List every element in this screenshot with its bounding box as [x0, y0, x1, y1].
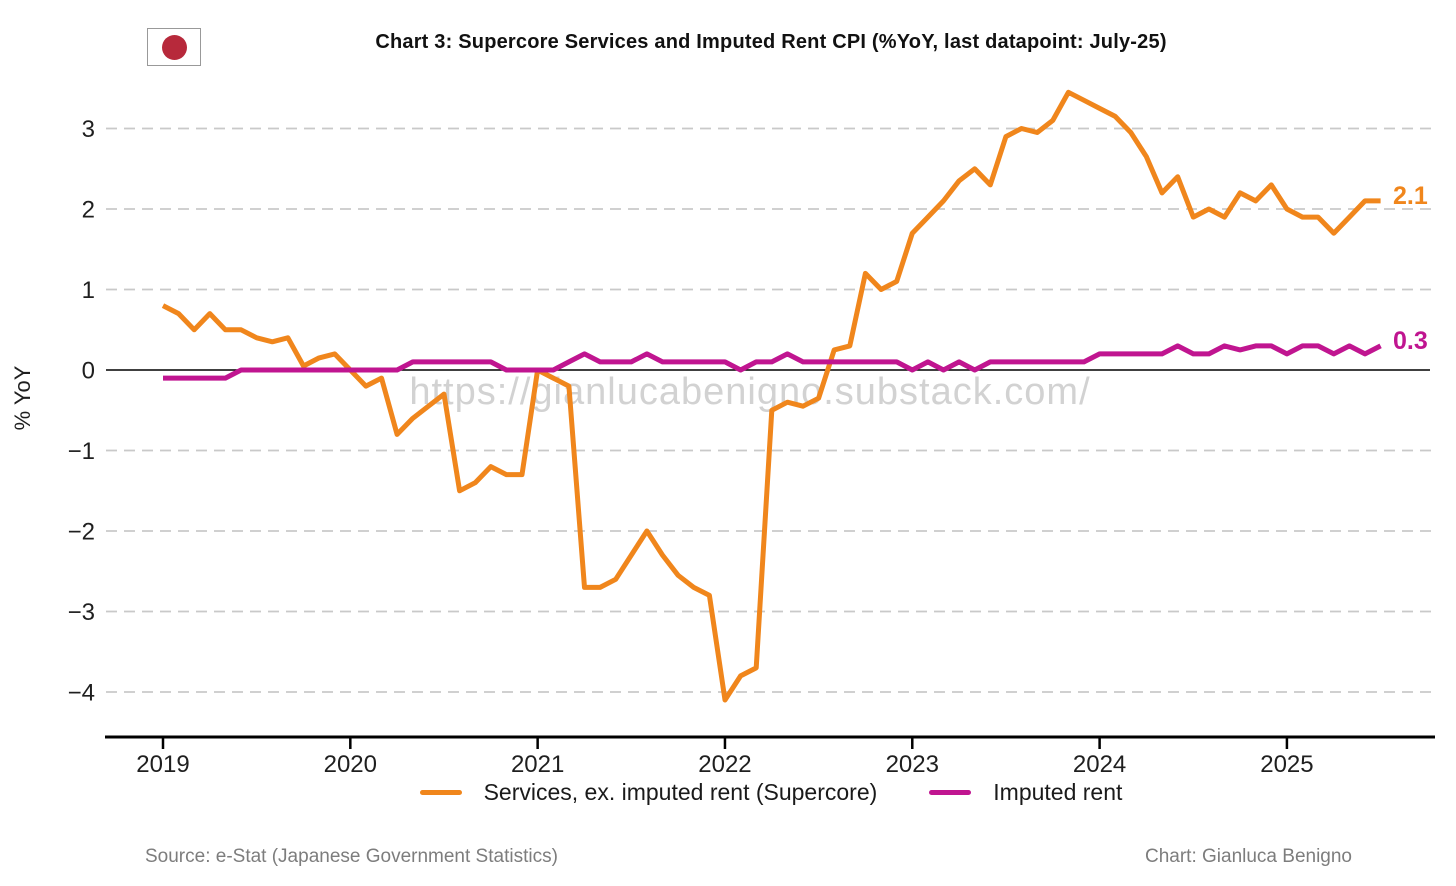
y-axis-title: % YoY — [10, 365, 35, 430]
legend-item-supercore: Services, ex. imputed rent (Supercore) — [419, 779, 878, 806]
x-tick-label: 2022 — [698, 751, 751, 778]
chart-credit: Chart: Gianluca Benigno — [1144, 846, 1352, 867]
japan-flag-icon — [147, 28, 201, 66]
legend-label-imputed-rent: Imputed rent — [993, 779, 1123, 805]
legend-item-imputed-rent: Imputed rent — [929, 779, 1122, 806]
supercore-line — [161, 89, 1381, 703]
imputed-rent-line-swatch — [929, 790, 972, 795]
x-tick-label: 2024 — [1073, 751, 1126, 778]
chart-legend: Services, ex. imputed rent (Supercore) I… — [110, 779, 1432, 806]
source-note: Source: e-Stat (Japanese Government Stat… — [145, 846, 558, 867]
y-tick-label: −2 — [68, 519, 95, 546]
legend-label-supercore: Services, ex. imputed rent (Supercore) — [483, 779, 878, 805]
x-tick-label: 2019 — [136, 751, 189, 778]
imputed-rent-line — [163, 343, 1382, 381]
y-tick-label: −4 — [68, 680, 95, 707]
y-tick-label: −1 — [68, 438, 95, 465]
x-tick-label: 2025 — [1260, 751, 1313, 778]
watermark-url: https://gianlucabenigno.substack.com/ — [409, 371, 1090, 413]
chart-footer: Source: e-Stat (Japanese Government Stat… — [145, 846, 1352, 868]
y-tick-label: 2 — [82, 197, 95, 224]
chart-title: Chart 3: Supercore Services and Imputed … — [375, 31, 1167, 53]
supercore-line-swatch — [419, 790, 462, 795]
x-tick-label: 2023 — [886, 751, 939, 778]
x-tick-label: 2021 — [511, 751, 564, 778]
imputed-rent-end-label: 0.3 — [1393, 327, 1428, 355]
japan-flag-sun — [161, 34, 187, 60]
supercore-end-label: 2.1 — [1393, 182, 1428, 210]
x-tick-label: 2020 — [324, 751, 377, 778]
y-tick-label: 1 — [82, 277, 95, 304]
y-tick-label: 3 — [82, 116, 95, 143]
y-tick-label: −3 — [68, 599, 95, 626]
y-tick-label: 0 — [82, 358, 95, 385]
